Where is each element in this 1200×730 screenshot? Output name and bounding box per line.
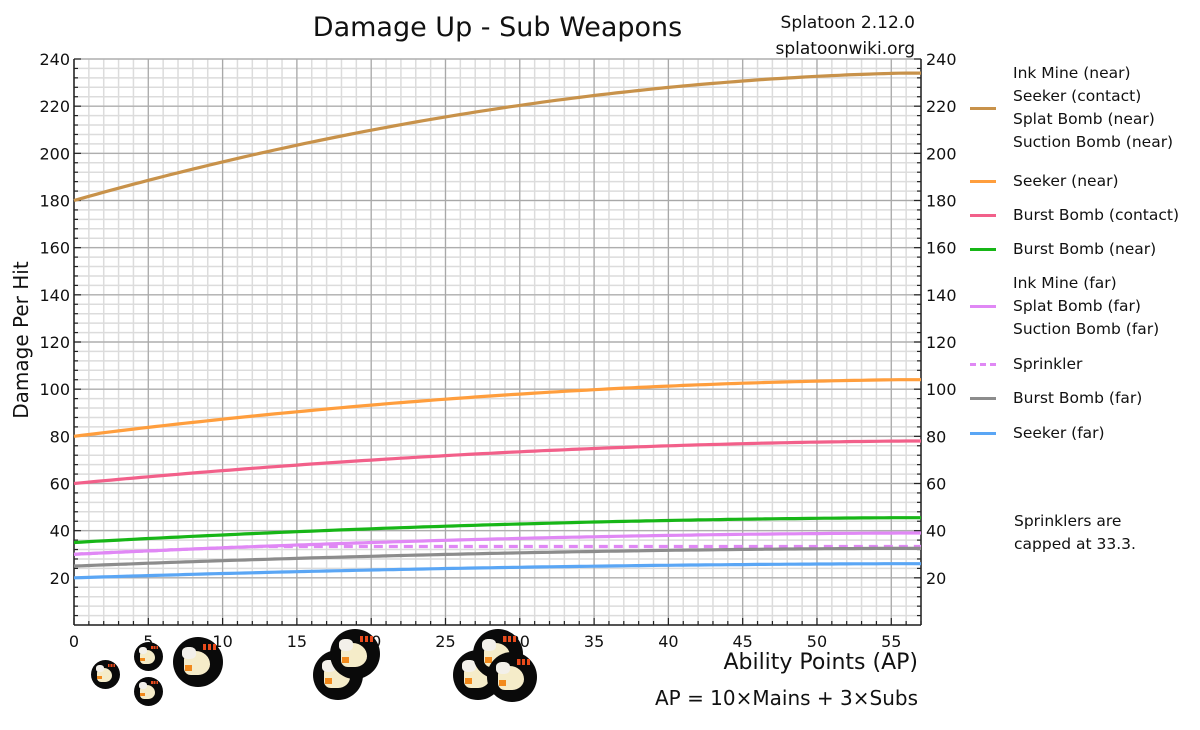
y-tick-label-left: 60	[50, 475, 70, 494]
legend-label-line: Seeker (near)	[1013, 172, 1119, 190]
legend-label-line: Burst Bomb (near)	[1013, 240, 1157, 258]
y-tick-label-left: 220	[39, 97, 70, 116]
series-line	[73, 562, 921, 580]
series-line	[73, 516, 921, 545]
legend-item: Burst Bomb (contact)	[970, 204, 1179, 227]
legend-item: Seeker (far)	[970, 422, 1105, 445]
credits: Splatoon 2.12.0 splatoonwiki.org	[775, 10, 915, 62]
x-tick-label: 50	[807, 632, 827, 651]
x-tick-label: 35	[584, 632, 604, 651]
x-axis-title: Ability Points (AP)	[723, 650, 918, 675]
legend-label-line: Sprinkler	[1013, 355, 1083, 373]
source-label: splatoonwiki.org	[775, 39, 915, 59]
x-tick-label: 15	[287, 632, 307, 651]
x-tick-label: 40	[658, 632, 678, 651]
y-tick-label-right: 220	[926, 97, 957, 116]
damage-up-ability-icon	[173, 637, 223, 687]
x-tick-label: 55	[881, 632, 901, 651]
y-tick-label-right: 120	[926, 333, 957, 352]
legend-label-line: Splat Bomb (near)	[1013, 110, 1155, 128]
y-tick-label-right: 200	[926, 144, 957, 163]
y-tick-label-left: 100	[39, 380, 70, 399]
series-line	[73, 544, 921, 556]
note-line: capped at 33.3.	[1014, 535, 1136, 553]
series-line	[73, 439, 921, 486]
damage-up-ability-icon	[133, 641, 163, 671]
y-tick-label-left: 180	[39, 192, 70, 211]
y-tick-label-left: 140	[39, 286, 70, 305]
legend-label: Seeker (far)	[1013, 422, 1105, 445]
legend-label: Ink Mine (far) Splat Bomb (far) Suction Bo…	[1013, 272, 1159, 341]
series-line	[73, 546, 921, 568]
note-line: Sprinklers are	[1014, 512, 1122, 530]
series-line	[73, 378, 921, 438]
y-tick-label-right: 100	[926, 380, 957, 399]
legend-label-line: Ink Mine (near)	[1013, 64, 1131, 82]
legend-item: Burst Bomb (far)	[970, 387, 1142, 410]
legend-label-line: Ink Mine (far)	[1013, 274, 1117, 292]
sprinkler-note: Sprinklers are capped at 33.3.	[1014, 510, 1136, 556]
legend-swatch	[970, 397, 996, 400]
legend-swatch	[970, 248, 996, 251]
legend-swatch	[970, 305, 996, 308]
legend-item: Burst Bomb (near)	[970, 238, 1156, 261]
y-tick-label-right: 40	[926, 522, 946, 541]
legend-label: Burst Bomb (contact)	[1013, 204, 1179, 227]
x-tick-label: 0	[69, 632, 79, 651]
y-tick-label-right: 160	[926, 239, 957, 258]
y-tick-label-left: 20	[50, 569, 70, 588]
legend-label-line: Burst Bomb (contact)	[1013, 206, 1179, 224]
legend-swatch	[970, 214, 996, 217]
damage-up-ability-icon	[330, 629, 380, 679]
legend-item: Sprinkler	[970, 353, 1082, 376]
legend-label-line: Splat Bomb (far)	[1013, 297, 1141, 315]
y-tick-label-left: 120	[39, 333, 70, 352]
legend-swatch	[970, 106, 996, 110]
ap-formula: AP = 10×Mains + 3×Subs	[654, 686, 918, 710]
legend-label-line: Suction Bomb (near)	[1013, 133, 1174, 151]
x-tick-label: 45	[733, 632, 753, 651]
legend-label: Ink Mine (near) Seeker (contact) Splat Bom…	[1013, 62, 1173, 154]
legend-label-line: Burst Bomb (far)	[1013, 389, 1143, 407]
y-tick-label-left: 240	[39, 50, 70, 69]
legend-label-line: Seeker (far)	[1013, 424, 1105, 442]
series-line	[73, 71, 921, 203]
damage-up-ability-icon	[90, 659, 120, 689]
legend-item: Ink Mine (near) Seeker (contact) Splat Bom…	[970, 62, 1173, 154]
legend-swatch	[970, 180, 996, 183]
y-tick-label-right: 240	[926, 50, 957, 69]
legend-label: Seeker (near)	[1013, 170, 1119, 193]
legend-swatch	[970, 363, 996, 366]
legend-item: Seeker (near)	[970, 170, 1119, 193]
y-tick-label-right: 180	[926, 192, 957, 211]
legend-label-line: Suction Bomb (far)	[1013, 320, 1160, 338]
y-tick-label-left: 80	[50, 427, 70, 446]
y-tick-label-left: 40	[50, 522, 70, 541]
legend-label-line: Seeker (contact)	[1013, 87, 1142, 105]
legend-label: Burst Bomb (far)	[1013, 387, 1142, 410]
y-tick-label-right: 140	[926, 286, 957, 305]
y-tick-label-left: 200	[39, 144, 70, 163]
damage-up-ability-icon	[487, 652, 537, 702]
legend-label: Burst Bomb (near)	[1013, 238, 1156, 261]
damage-up-ability-icon	[133, 676, 163, 706]
x-tick-label: 25	[435, 632, 455, 651]
y-tick-label-right: 60	[926, 475, 946, 494]
legend-item: Ink Mine (far) Splat Bomb (far) Suction Bo…	[970, 272, 1159, 341]
y-tick-label-left: 160	[39, 239, 70, 258]
version-label: Splatoon 2.12.0	[780, 13, 915, 33]
legend-swatch	[970, 432, 996, 435]
chart-title: Damage Up - Sub Weapons	[312, 12, 683, 43]
legend-label: Sprinkler	[1013, 353, 1082, 376]
y-tick-label-right: 20	[926, 569, 946, 588]
y-tick-label-right: 80	[926, 427, 946, 446]
